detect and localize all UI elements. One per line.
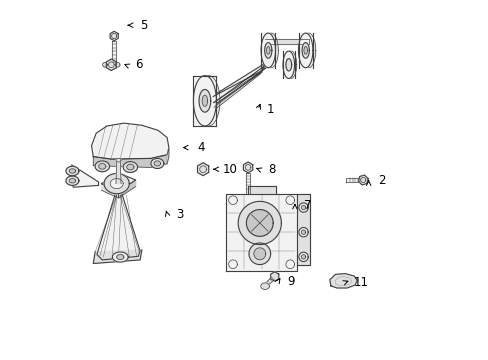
Polygon shape <box>301 255 305 259</box>
Polygon shape <box>151 158 163 168</box>
Polygon shape <box>261 33 275 68</box>
Polygon shape <box>238 201 281 244</box>
Polygon shape <box>213 65 265 103</box>
Polygon shape <box>298 203 307 212</box>
Text: 10: 10 <box>223 163 237 176</box>
Polygon shape <box>202 95 207 106</box>
Polygon shape <box>263 275 275 287</box>
Text: 3: 3 <box>176 208 183 221</box>
Polygon shape <box>93 155 167 167</box>
Text: 5: 5 <box>140 19 147 32</box>
Polygon shape <box>123 162 137 172</box>
Text: 8: 8 <box>267 163 275 176</box>
Polygon shape <box>106 59 116 71</box>
Polygon shape <box>197 163 208 176</box>
Polygon shape <box>112 41 116 68</box>
Polygon shape <box>101 184 118 198</box>
Text: 11: 11 <box>352 276 367 289</box>
Polygon shape <box>264 33 278 68</box>
Polygon shape <box>243 162 252 173</box>
Polygon shape <box>117 255 123 260</box>
Polygon shape <box>102 63 107 67</box>
Text: 6: 6 <box>134 58 142 71</box>
Polygon shape <box>101 173 135 192</box>
Polygon shape <box>112 252 128 262</box>
Polygon shape <box>302 42 309 58</box>
Polygon shape <box>329 274 356 288</box>
Polygon shape <box>301 33 315 68</box>
Polygon shape <box>197 76 220 126</box>
Polygon shape <box>246 173 249 194</box>
Polygon shape <box>215 72 261 109</box>
Polygon shape <box>298 252 307 261</box>
Polygon shape <box>228 260 237 269</box>
Polygon shape <box>154 161 160 166</box>
Text: 7: 7 <box>303 199 311 212</box>
Polygon shape <box>283 51 294 78</box>
Polygon shape <box>228 196 237 204</box>
Polygon shape <box>285 59 291 71</box>
Polygon shape <box>261 33 275 68</box>
Polygon shape <box>104 174 129 194</box>
Text: 2: 2 <box>377 174 385 187</box>
Polygon shape <box>285 196 294 204</box>
Polygon shape <box>91 123 168 159</box>
Polygon shape <box>264 42 271 58</box>
Polygon shape <box>213 68 265 107</box>
Text: 9: 9 <box>286 275 294 288</box>
Polygon shape <box>346 178 363 182</box>
Polygon shape <box>304 46 307 54</box>
Polygon shape <box>118 180 135 198</box>
Text: 4: 4 <box>197 141 204 154</box>
Polygon shape <box>167 148 168 164</box>
Polygon shape <box>199 90 210 112</box>
Polygon shape <box>270 272 278 281</box>
Polygon shape <box>193 76 216 126</box>
Polygon shape <box>301 230 305 234</box>
Polygon shape <box>247 186 275 194</box>
Polygon shape <box>66 166 79 176</box>
Polygon shape <box>70 165 98 187</box>
Polygon shape <box>95 161 109 172</box>
Polygon shape <box>115 63 120 67</box>
Text: 1: 1 <box>266 103 274 116</box>
Polygon shape <box>193 76 216 126</box>
Polygon shape <box>66 176 79 185</box>
Polygon shape <box>97 194 140 260</box>
Polygon shape <box>116 158 121 162</box>
Polygon shape <box>358 175 367 185</box>
Polygon shape <box>296 194 310 265</box>
Polygon shape <box>99 163 106 169</box>
Polygon shape <box>226 194 296 271</box>
Polygon shape <box>69 179 76 183</box>
Polygon shape <box>298 33 312 68</box>
Polygon shape <box>285 260 294 269</box>
Polygon shape <box>298 33 312 68</box>
Polygon shape <box>93 250 142 264</box>
Polygon shape <box>298 228 307 237</box>
Polygon shape <box>110 179 123 189</box>
Polygon shape <box>126 164 134 170</box>
Polygon shape <box>248 243 270 265</box>
Polygon shape <box>110 31 118 41</box>
Polygon shape <box>253 248 265 260</box>
Polygon shape <box>116 160 121 184</box>
Polygon shape <box>264 39 309 44</box>
Polygon shape <box>285 51 296 78</box>
Polygon shape <box>246 210 273 237</box>
Polygon shape <box>283 51 294 78</box>
Polygon shape <box>301 206 305 210</box>
Polygon shape <box>69 169 76 173</box>
Polygon shape <box>266 46 269 54</box>
Polygon shape <box>260 283 269 289</box>
Polygon shape <box>215 64 264 104</box>
